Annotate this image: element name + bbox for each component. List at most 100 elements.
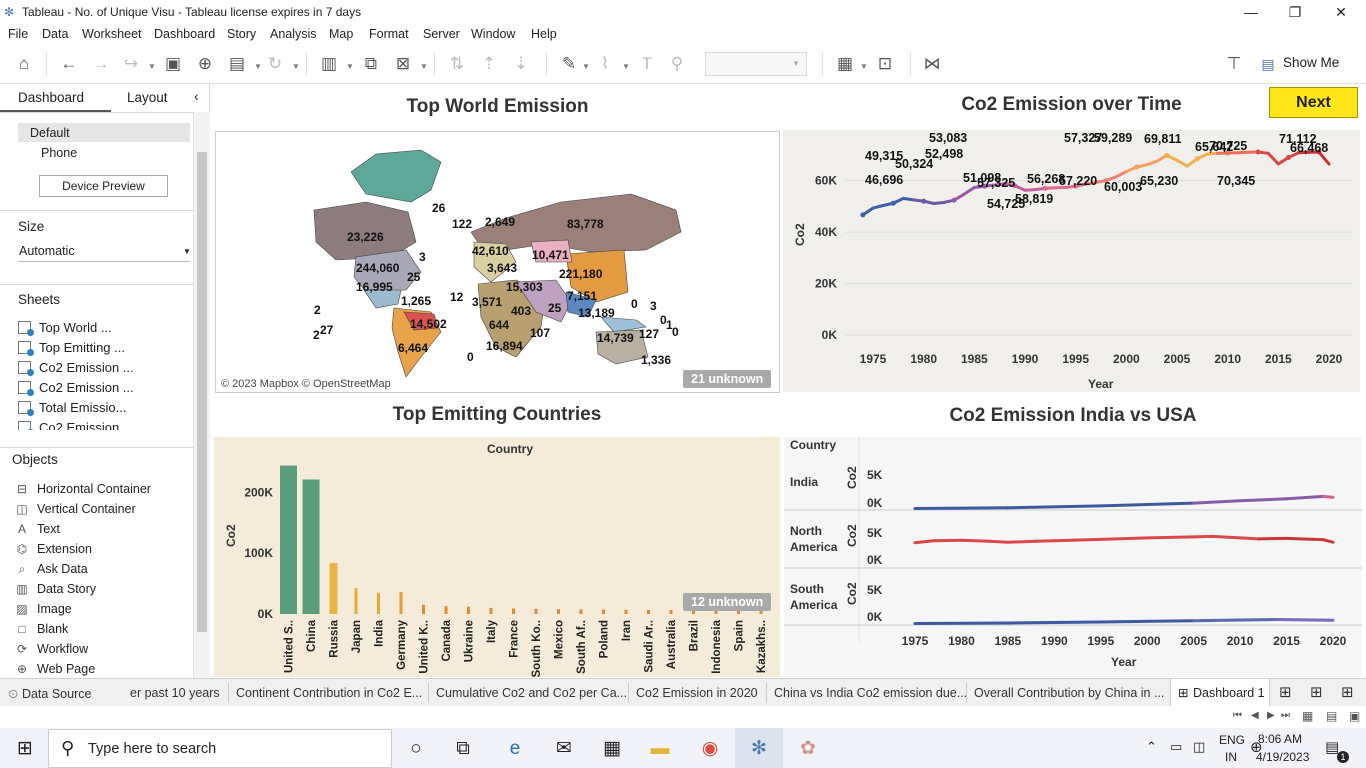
minimize-button[interactable]: — — [1244, 4, 1258, 20]
mail-icon[interactable]: ✉ — [556, 738, 572, 759]
tab-sheet[interactable]: Cumulative Co2 and Co2 per Ca... — [436, 686, 628, 700]
new-worksheet-tab-icon[interactable]: ⊞ — [1279, 684, 1292, 701]
device-default[interactable]: Default — [30, 126, 70, 140]
restore-button[interactable]: ❐ — [1288, 4, 1302, 20]
chrome-icon[interactable]: ◉ — [701, 738, 719, 759]
chevron-down-icon[interactable]: ▼ — [183, 247, 191, 256]
sheet-item[interactable]: Top Emitting ... — [18, 340, 198, 360]
show-me-icon[interactable]: ▤ — [1261, 56, 1275, 72]
paint-format-icon[interactable]: ⊤ — [1226, 54, 1242, 73]
windows-start-icon[interactable]: ⊞ — [17, 738, 33, 759]
menu-file[interactable]: File — [8, 27, 29, 41]
object-blank[interactable]: □ Blank — [16, 622, 184, 642]
first-sheet-icon[interactable]: ⏮ — [1233, 710, 1242, 721]
sheet-item[interactable]: Co2 Emission ... — [18, 420, 198, 430]
sheet-item[interactable]: Co2 Emission ... — [18, 360, 198, 380]
map-attribution[interactable]: © 2023 Mapbox © OpenStreetMap — [221, 378, 391, 390]
network-icon[interactable]: ◫ — [1193, 739, 1206, 754]
new-dashboard-tab-icon[interactable]: ⊞ — [1310, 684, 1323, 701]
fit-dropdown[interactable]: ▼ — [705, 52, 807, 76]
sheet-item[interactable]: Top World ... — [18, 320, 198, 340]
duplicate-icon[interactable]: ⧉ — [364, 54, 378, 73]
tab-data-source[interactable]: ⊙ Data Source — [8, 687, 92, 701]
home-icon[interactable]: ⌂ — [18, 54, 30, 73]
presentation-icon[interactable]: ⊡ — [877, 54, 893, 73]
sheet-item[interactable]: Co2 Emission ... — [18, 380, 198, 400]
lang-eng[interactable]: ENG — [1219, 733, 1246, 747]
globe-icon[interactable]: ⊕ — [1250, 739, 1263, 756]
show-tabs-icon[interactable]: ▣ — [1349, 709, 1361, 723]
paint-icon[interactable]: ✿ — [800, 738, 816, 759]
edge-icon[interactable]: e — [509, 738, 521, 759]
new-data-source-icon[interactable]: ⊕ — [197, 54, 213, 73]
menu-format[interactable]: Format — [369, 27, 409, 41]
show-hidden-icons[interactable]: ⌃ — [1146, 739, 1157, 754]
file-explorer-icon[interactable]: ▬ — [650, 738, 670, 759]
object-extension[interactable]: ⌬ Extension — [16, 542, 92, 556]
show-filmstrip-icon[interactable]: ▤ — [1326, 709, 1338, 723]
replay-icon[interactable]: ↪ — [123, 54, 139, 73]
show-sheet-sorter-icon[interactable]: ▦ — [1302, 709, 1314, 723]
tab-sheet[interactable]: er past 10 years — [130, 686, 220, 700]
notification-icon[interactable]: ▤ — [1325, 739, 1340, 756]
object-web-page[interactable]: ⊕ Web Page — [16, 662, 96, 676]
tab-sheet[interactable]: Overall Contribution by China in ... — [974, 686, 1165, 700]
clock-date[interactable]: 4/19/2023 — [1256, 750, 1310, 764]
clear-sheet-icon[interactable]: ⊠ — [395, 54, 411, 73]
prev-sheet-icon[interactable]: ◀ — [1251, 710, 1259, 721]
store-icon[interactable]: ▦ — [603, 738, 621, 759]
menu-data[interactable]: Data — [42, 27, 69, 41]
new-story-tab-icon[interactable]: ⊞ — [1341, 684, 1354, 701]
menu-worksheet[interactable]: Worksheet — [82, 27, 142, 41]
label-icon[interactable]: T — [641, 54, 653, 73]
tableau-task-active[interactable] — [735, 728, 783, 768]
clock-time[interactable]: 8:06 AM — [1258, 732, 1303, 746]
show-cards-icon[interactable]: ▦ — [836, 54, 854, 73]
device-preview-button[interactable]: Device Preview — [39, 175, 168, 197]
object-ask-data[interactable]: ⌕ Ask Data — [16, 562, 184, 582]
menu-window[interactable]: Window — [471, 27, 516, 41]
last-sheet-icon[interactable]: ⏭ — [1281, 710, 1290, 721]
sheet-item[interactable]: Total Emissio... — [18, 400, 198, 420]
save-icon[interactable]: ▣ — [164, 54, 182, 73]
refresh-icon[interactable]: ↻ — [267, 54, 283, 73]
sort-asc-icon[interactable]: ⇡ — [481, 54, 497, 73]
menu-help[interactable]: Help — [531, 27, 557, 41]
object-workflow[interactable]: ⟳ Workflow — [16, 642, 89, 656]
task-view-icon[interactable]: ⧉ — [456, 738, 470, 759]
highlight-icon[interactable]: ✎ — [561, 54, 577, 73]
line-chart[interactable]: 0K 20K 40K 60K 1975 1980 1985 1990 1995 2000 2005 2… — [783, 130, 1360, 392]
pin-icon[interactable]: ⚲ — [670, 54, 684, 73]
swap-icon[interactable]: ⇅ — [449, 54, 465, 73]
tab-sheet[interactable]: China vs India Co2 emission due... — [774, 686, 968, 700]
menu-map[interactable]: Map — [329, 27, 354, 41]
cortana-icon[interactable]: ○ — [410, 738, 422, 759]
attach-icon[interactable]: ⌇ — [600, 54, 610, 73]
tab-dashboard[interactable]: Dashboard — [18, 90, 85, 105]
menu-story[interactable]: Story — [227, 27, 257, 41]
device-phone[interactable]: Phone — [41, 146, 78, 160]
undo-icon[interactable]: ← — [60, 54, 78, 73]
collapse-pane-icon[interactable]: ‹ — [194, 88, 199, 104]
redo-icon[interactable]: → — [92, 54, 110, 73]
sort-desc-icon[interactable]: ⇣ — [513, 54, 529, 73]
object-vertical-container[interactable]: ◫ Vertical Container — [16, 502, 136, 516]
taskbar-search[interactable]: ⚲ Type here to search — [48, 729, 392, 768]
next-sheet-icon[interactable]: ▶ — [1267, 710, 1275, 721]
show-me-button[interactable]: Show Me — [1283, 55, 1340, 70]
tab-dashboard-1[interactable]: ⊞ Dashboard 1 — [1170, 679, 1270, 706]
left-pane-scrollbar[interactable] — [193, 112, 210, 678]
world-map[interactable]: 26 122 2,649 83,778 23,226 3 42,610 10,4… — [215, 131, 780, 393]
menu-dashboard[interactable]: Dashboard — [154, 27, 216, 41]
object-text[interactable]: A Text — [17, 522, 60, 536]
menu-analysis[interactable]: Analysis — [270, 27, 317, 41]
object-horizontal-container[interactable]: ⊟ Horizontal Container — [16, 482, 151, 496]
tableau-icon[interactable]: ✻ — [751, 738, 767, 759]
size-dropdown[interactable]: Automatic — [19, 244, 75, 258]
share-icon[interactable]: ⋈ — [923, 54, 941, 73]
object-data-story[interactable]: ▥ Data Story — [16, 582, 97, 596]
pause-updates-icon[interactable]: ▤ — [228, 54, 246, 73]
close-button[interactable]: ✕ — [1335, 4, 1347, 20]
battery-icon[interactable]: ▭ — [1170, 739, 1183, 754]
tab-sheet[interactable]: Co2 Emission in 2020 — [636, 686, 758, 700]
